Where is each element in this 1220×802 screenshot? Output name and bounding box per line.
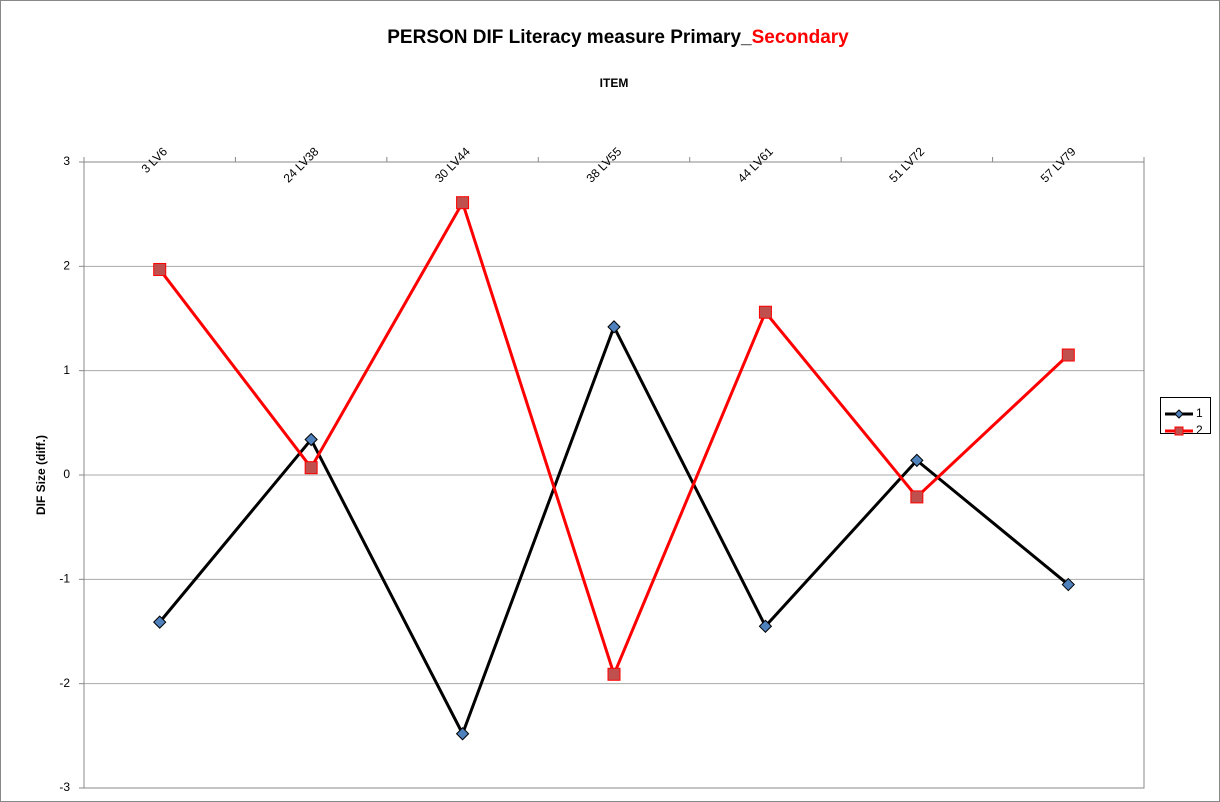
data-point <box>758 305 772 319</box>
y-tick-label: 0 <box>63 467 70 481</box>
title-part: PERSON DIF Literacy measure Primary_ <box>387 27 752 48</box>
legend-marker <box>1174 426 1184 436</box>
y-tick-label: -1 <box>59 572 70 586</box>
y-tick-label: 3 <box>63 154 70 168</box>
y-axis-label: DIF Size (diff.) <box>34 435 48 515</box>
chart-title: PERSON DIF Literacy measure Primary_Seco… <box>387 27 849 48</box>
data-point <box>1061 348 1075 362</box>
data-point <box>910 490 924 504</box>
data-point <box>1061 577 1075 592</box>
title-part: Secondary <box>752 27 850 48</box>
data-point <box>456 196 470 210</box>
legend-marker <box>1174 409 1184 419</box>
data-point <box>153 262 167 276</box>
data-point <box>455 727 470 741</box>
x-axis-label: ITEM <box>600 76 629 90</box>
plot-border <box>83 161 1145 789</box>
data-point <box>304 432 318 447</box>
y-tick-label: 1 <box>63 363 70 377</box>
legend-label: 2 <box>1196 423 1203 437</box>
y-tick-label: 2 <box>63 259 70 273</box>
data-point <box>304 461 318 475</box>
data-point <box>758 619 773 633</box>
data-point <box>153 615 167 629</box>
y-tick-label: -2 <box>59 676 70 690</box>
legend-label: 1 <box>1196 406 1203 420</box>
data-point <box>607 320 621 334</box>
data-point <box>910 453 924 468</box>
data-point <box>607 667 621 681</box>
y-tick-label: -3 <box>59 780 70 794</box>
